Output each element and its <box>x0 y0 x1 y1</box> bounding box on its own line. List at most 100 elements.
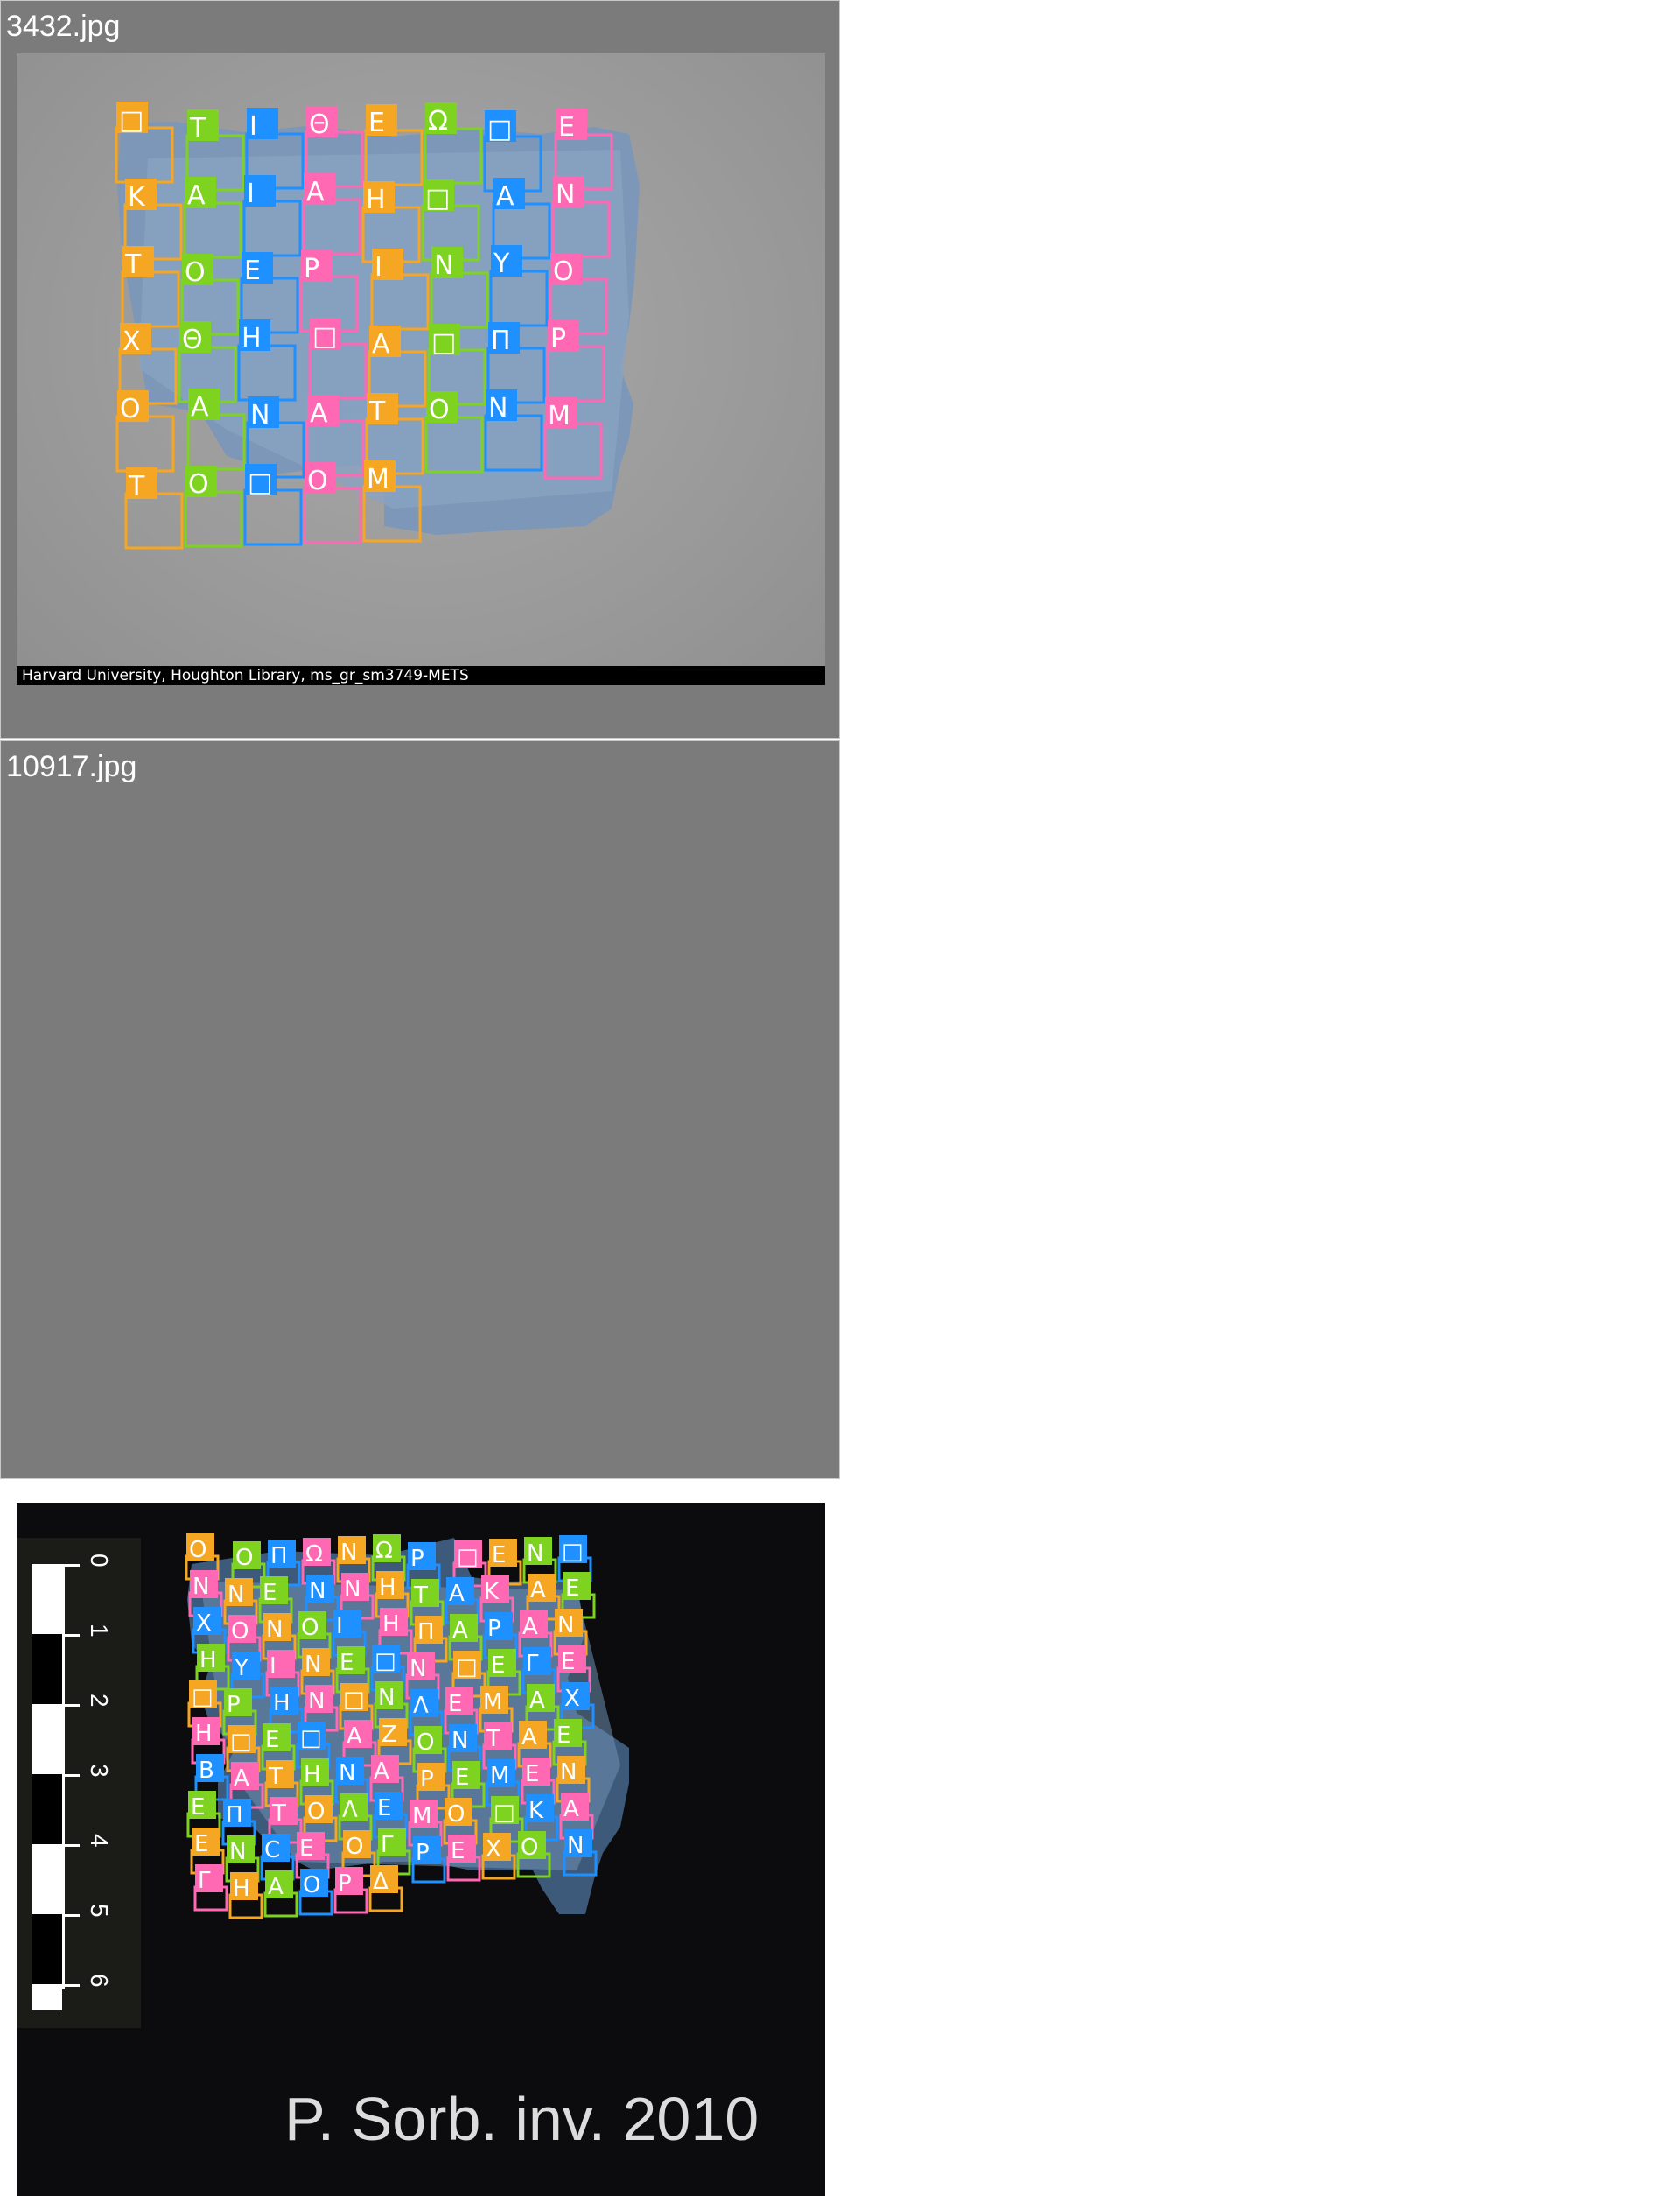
letter-detection-box[interactable]: A <box>492 178 551 260</box>
letter-label: O <box>447 1801 465 1828</box>
letter-label: □ <box>431 327 456 358</box>
letter-detection-box[interactable]: O <box>116 390 175 473</box>
letter-detection-box[interactable]: E <box>240 252 299 334</box>
letter-label: N <box>410 1656 426 1682</box>
filename-label: 3432.jpg <box>6 10 121 43</box>
letter-detection-box[interactable]: Π <box>486 322 546 404</box>
letter-label: E <box>299 1835 313 1862</box>
letter-detection-box[interactable]: O <box>516 1831 551 1878</box>
letter-detection-box[interactable]: Δ <box>368 1865 403 1912</box>
letter-label: Ω <box>375 1538 393 1564</box>
letter-detection-box[interactable]: A <box>368 326 427 408</box>
letter-detection-box[interactable]: K <box>123 179 183 261</box>
image-panel-3432[interactable]: 3432.jpg □ T I Θ E Ω □ E K A I A H □ A N T O E P I N Y O X Θ H □ A □ Π… <box>0 0 840 739</box>
letter-label: E <box>558 112 575 143</box>
letter-label: H <box>366 185 386 215</box>
letter-detection-box[interactable]: E <box>364 104 424 186</box>
letter-detection-box[interactable]: □ <box>115 102 174 184</box>
letter-detection-box[interactable]: T <box>186 109 245 192</box>
letter-label: A <box>522 1614 538 1640</box>
letter-label: A <box>530 1577 546 1603</box>
letter-detection-box[interactable]: Y <box>489 245 549 327</box>
letter-detection-box[interactable]: O <box>424 391 484 474</box>
letter-label: N <box>560 1759 577 1786</box>
letter-label: A <box>234 1765 249 1792</box>
letter-label: A <box>564 1796 579 1822</box>
letter-label: P <box>487 1616 501 1642</box>
letter-detection-box[interactable]: O <box>303 462 362 544</box>
letter-label: H <box>195 1721 213 1747</box>
letter-label: Ω <box>428 106 448 137</box>
letter-label: P <box>410 1546 424 1572</box>
letter-detection-box[interactable]: Θ <box>178 321 237 403</box>
letter-label: N <box>556 179 575 210</box>
letter-label: O <box>120 394 141 424</box>
letter-detection-box[interactable]: A <box>186 389 246 471</box>
letter-detection-box[interactable]: O <box>549 253 608 335</box>
letter-detection-box[interactable]: E <box>446 1835 481 1882</box>
letter-label: A <box>310 398 328 429</box>
letter-detection-box[interactable]: □ <box>243 464 303 546</box>
letter-label: □ <box>343 1687 365 1713</box>
letter-label: □ <box>248 467 272 498</box>
letter-label: K <box>528 1798 544 1824</box>
letter-detection-box[interactable]: Ω <box>424 102 483 185</box>
letter-label: O <box>189 1537 206 1563</box>
letter-detection-box[interactable]: N <box>551 176 611 258</box>
letter-detection-box[interactable]: E <box>554 109 613 191</box>
letter-label: T <box>271 1800 286 1827</box>
letter-detection-box[interactable]: T <box>124 467 184 550</box>
letter-label: E <box>561 1649 575 1675</box>
letter-detection-box[interactable]: N <box>563 1829 598 1877</box>
letter-detection-box[interactable]: I <box>370 249 430 331</box>
letter-label: E <box>377 1795 391 1821</box>
letter-detection-box[interactable]: O <box>184 466 243 548</box>
letter-label: H <box>273 1690 290 1716</box>
letter-label: A <box>452 1617 468 1644</box>
letter-label: O <box>231 1618 248 1645</box>
letter-label: N <box>527 1540 543 1567</box>
letter-detection-box[interactable]: M <box>543 397 603 480</box>
letter-label: □ <box>230 1729 252 1755</box>
letter-label: E <box>556 1722 570 1749</box>
letter-detection-box[interactable]: T <box>365 393 424 475</box>
letter-label: Π <box>491 326 511 356</box>
letter-label: □ <box>192 1684 214 1710</box>
letter-label: E <box>492 1542 506 1568</box>
letter-label: N <box>250 400 270 431</box>
letter-label: A <box>191 392 209 423</box>
letter-detection-box[interactable]: O <box>298 1869 333 1916</box>
letter-detection-box[interactable]: □ <box>427 324 486 406</box>
letter-label: I <box>247 179 255 209</box>
letter-detection-box[interactable]: P <box>411 1836 446 1884</box>
letter-detection-box[interactable]: □ <box>308 318 368 400</box>
letter-detection-box[interactable]: N <box>430 247 489 329</box>
letter-label: Y <box>493 249 510 279</box>
letter-label: T <box>486 1726 500 1752</box>
letter-detection-box[interactable]: P <box>333 1867 368 1914</box>
letter-detection-box[interactable]: P <box>546 320 606 403</box>
letter-label: A <box>529 1687 545 1714</box>
letter-label: O <box>416 1729 434 1756</box>
letter-detection-box[interactable]: A <box>263 1870 298 1918</box>
letter-label: □ <box>119 105 144 136</box>
letter-label: □ <box>456 1654 478 1680</box>
letter-detection-box[interactable]: X <box>118 323 178 405</box>
letter-label: N <box>557 1612 574 1638</box>
letter-detection-box[interactable]: N <box>484 389 543 472</box>
letter-label: I <box>270 1653 276 1680</box>
letter-detection-box[interactable]: X <box>481 1833 516 1880</box>
letter-detection-box[interactable]: Γ <box>193 1864 228 1912</box>
letter-detection-box[interactable]: N <box>246 396 305 479</box>
letter-detection-box[interactable]: T <box>121 246 180 328</box>
letter-detection-box[interactable]: H <box>237 319 297 402</box>
letter-detection-box[interactable]: H <box>228 1872 263 1919</box>
letter-label: O <box>235 1545 253 1571</box>
letter-label: E <box>340 1650 354 1676</box>
letter-label: O <box>185 257 206 288</box>
letter-label: T <box>413 1582 428 1609</box>
letter-label: O <box>303 1872 320 1898</box>
letter-detection-box[interactable]: M <box>362 460 422 543</box>
